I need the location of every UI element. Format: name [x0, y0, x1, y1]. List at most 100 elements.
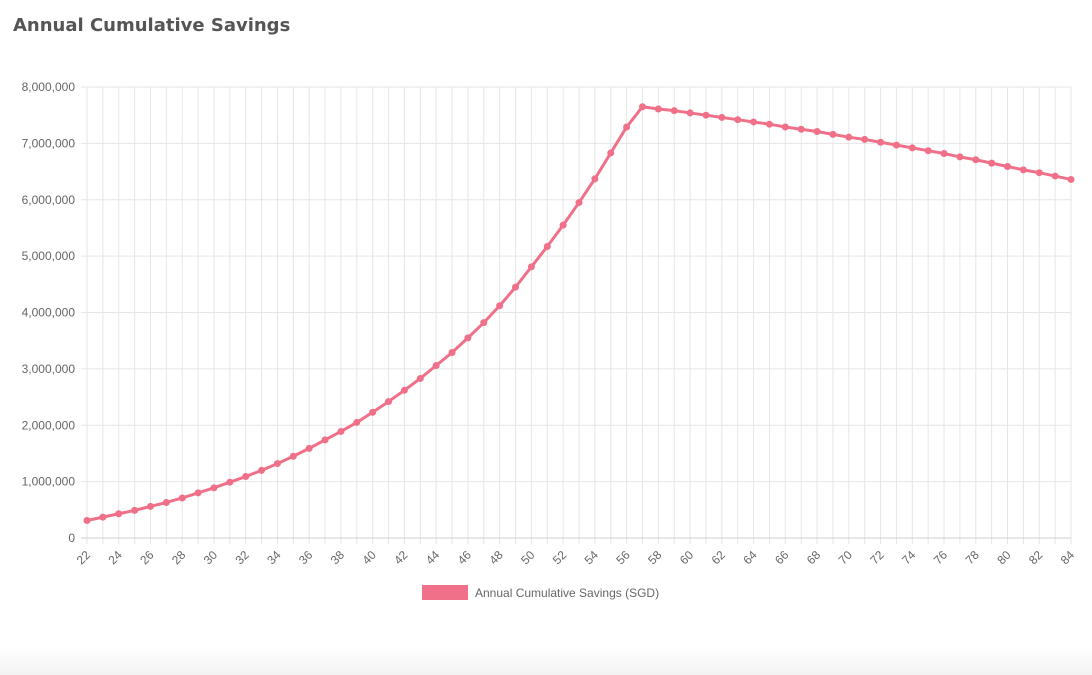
x-tick-label: 64: [740, 548, 760, 568]
data-point[interactable]: [242, 473, 250, 481]
data-point[interactable]: [718, 113, 726, 121]
data-point[interactable]: [1019, 166, 1027, 174]
x-tick-label: 78: [963, 548, 983, 568]
x-tick-label: 32: [232, 548, 252, 568]
x-tick-label: 66: [772, 548, 792, 568]
data-point[interactable]: [1051, 172, 1059, 180]
data-point[interactable]: [543, 243, 551, 251]
data-point[interactable]: [464, 334, 472, 342]
y-tick-label: 6,000,000: [22, 193, 76, 207]
data-point[interactable]: [702, 111, 710, 119]
data-point[interactable]: [892, 141, 900, 149]
page-title: Annual Cumulative Savings: [13, 15, 291, 36]
data-point[interactable]: [686, 109, 694, 117]
data-point[interactable]: [829, 130, 837, 138]
data-point[interactable]: [1067, 175, 1075, 183]
legend-label[interactable]: Annual Cumulative Savings (SGD): [475, 586, 659, 600]
data-point[interactable]: [924, 147, 932, 155]
data-point[interactable]: [369, 408, 377, 416]
data-point[interactable]: [416, 374, 424, 382]
x-tick-label: 36: [296, 548, 316, 568]
data-point[interactable]: [861, 135, 869, 143]
x-axis: 22 24 26 28 30 32 34 36 38 40 42 44 46 48 50 52 54 56 58 60…: [74, 548, 1078, 568]
x-tick-label: 46: [455, 548, 475, 568]
data-point[interactable]: [781, 123, 789, 131]
y-tick-label: 2,000,000: [22, 418, 76, 432]
data-point[interactable]: [273, 460, 281, 468]
data-point[interactable]: [448, 349, 456, 357]
x-tick-label: 80: [994, 548, 1014, 568]
data-point[interactable]: [162, 498, 170, 506]
data-point[interactable]: [400, 386, 408, 394]
data-point[interactable]: [956, 153, 964, 161]
data-point[interactable]: [972, 156, 980, 164]
data-point[interactable]: [480, 319, 488, 327]
data-point[interactable]: [321, 436, 329, 444]
legend[interactable]: Annual Cumulative Savings (SGD): [422, 585, 659, 600]
data-point[interactable]: [734, 116, 742, 124]
data-point[interactable]: [654, 105, 662, 113]
data-point[interactable]: [146, 502, 154, 510]
x-tick-label: 26: [137, 548, 157, 568]
data-point[interactable]: [765, 120, 773, 128]
x-tick-label: 68: [804, 548, 824, 568]
x-tick-label: 24: [106, 548, 126, 568]
data-point[interactable]: [512, 283, 520, 291]
data-point[interactable]: [385, 398, 393, 406]
data-point[interactable]: [289, 452, 297, 460]
grid-lines: [81, 86, 1072, 544]
data-point[interactable]: [559, 221, 567, 229]
y-tick-label: 4,000,000: [22, 306, 76, 320]
x-tick-label: 56: [613, 548, 633, 568]
data-point[interactable]: [337, 427, 345, 435]
x-tick-label: 76: [931, 548, 951, 568]
x-tick-label: 22: [74, 548, 94, 568]
x-tick-label: 28: [169, 548, 189, 568]
data-point[interactable]: [940, 150, 948, 158]
data-point[interactable]: [194, 489, 202, 497]
data-point[interactable]: [797, 125, 805, 133]
data-point[interactable]: [813, 128, 821, 136]
data-point[interactable]: [1004, 162, 1012, 170]
x-tick-label: 52: [550, 548, 570, 568]
data-point[interactable]: [1035, 169, 1043, 177]
data-point[interactable]: [115, 510, 123, 518]
x-tick-label: 60: [677, 548, 697, 568]
data-point[interactable]: [623, 123, 631, 131]
y-tick-label: 5,000,000: [22, 249, 76, 263]
x-tick-label: 82: [1026, 548, 1046, 568]
data-point[interactable]: [226, 478, 234, 486]
data-point[interactable]: [750, 118, 758, 126]
data-point[interactable]: [988, 159, 996, 167]
legend-swatch[interactable]: [422, 585, 468, 600]
data-point[interactable]: [131, 506, 139, 514]
data-point[interactable]: [575, 199, 583, 207]
data-point[interactable]: [591, 175, 599, 183]
data-point[interactable]: [496, 302, 504, 310]
data-point[interactable]: [432, 361, 440, 369]
data-point[interactable]: [607, 149, 615, 157]
data-point[interactable]: [99, 513, 107, 521]
line-chart: 0 1,000,000 2,000,000 3,000,000 4,000,000 5,0…: [22, 80, 1078, 600]
data-point[interactable]: [305, 444, 313, 452]
x-tick-label: 70: [836, 548, 856, 568]
x-tick-label: 62: [709, 548, 729, 568]
data-point[interactable]: [908, 144, 916, 152]
data-point[interactable]: [178, 494, 186, 502]
data-point[interactable]: [527, 263, 535, 271]
data-point[interactable]: [258, 466, 266, 474]
data-point[interactable]: [670, 107, 678, 115]
x-tick-label: 44: [423, 548, 443, 568]
data-point[interactable]: [638, 103, 646, 111]
data-point[interactable]: [877, 138, 885, 146]
data-point[interactable]: [210, 484, 218, 492]
data-point[interactable]: [353, 418, 361, 426]
x-tick-label: 54: [582, 548, 602, 568]
x-tick-label: 34: [264, 548, 284, 568]
data-point[interactable]: [83, 517, 91, 525]
footer-bar: [0, 647, 1092, 675]
x-tick-label: 48: [486, 548, 506, 568]
y-tick-label: 8,000,000: [22, 80, 76, 94]
data-point[interactable]: [845, 133, 853, 141]
x-tick-label: 50: [518, 548, 538, 568]
